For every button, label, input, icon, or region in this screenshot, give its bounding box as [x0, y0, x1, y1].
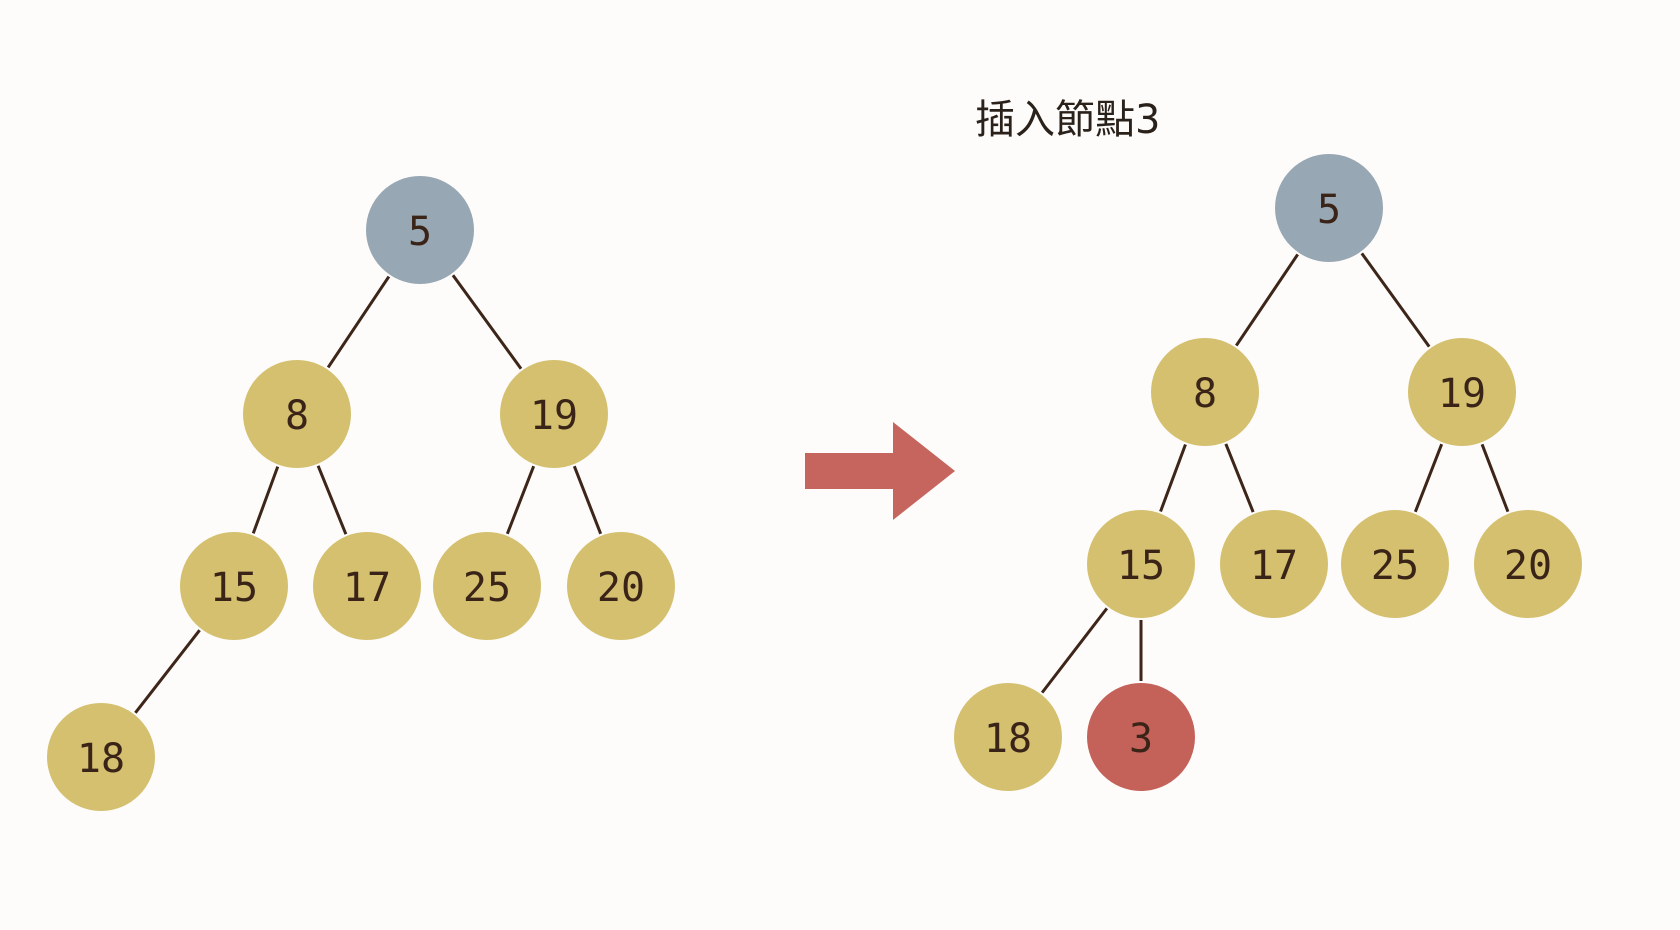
- inserted-node: 3: [1087, 683, 1195, 791]
- tree-edge: [1413, 443, 1444, 513]
- tree-edge: [1224, 443, 1255, 513]
- root-node: 5: [1275, 154, 1383, 262]
- tree-node: 15: [1087, 510, 1195, 618]
- tree-node: 25: [1341, 510, 1449, 618]
- node-circle: [500, 360, 608, 468]
- node-label: 20: [1504, 543, 1552, 589]
- tree-edge: [451, 274, 523, 370]
- node-label: 18: [77, 736, 125, 782]
- tree-edge: [316, 465, 348, 535]
- tree-edge: [1235, 253, 1299, 347]
- root-node: 5: [366, 176, 474, 284]
- node-circle: [1408, 338, 1516, 446]
- insert-caption: 插入節點3: [975, 97, 1160, 143]
- tree-edge: [1360, 252, 1431, 348]
- node-circle: [1341, 510, 1449, 618]
- node-label: 8: [1193, 371, 1217, 417]
- node-label: 20: [597, 565, 645, 611]
- node-label: 5: [1317, 187, 1341, 233]
- tree-node: 25: [433, 532, 541, 640]
- tree-node: 18: [954, 683, 1062, 791]
- node-label: 8: [285, 393, 309, 439]
- tree-node: 8: [243, 360, 351, 468]
- node-circle: [954, 683, 1062, 791]
- node-circle: [1275, 154, 1383, 262]
- node-label: 3: [1129, 716, 1153, 762]
- after-edges: [1040, 252, 1510, 694]
- node-label: 19: [530, 393, 578, 439]
- node-circle: [1087, 510, 1195, 618]
- after-nodes: 5 8 19 15 17 25 20 18 3: [954, 154, 1582, 791]
- node-label: 25: [463, 565, 511, 611]
- before-nodes: 5 8 19 15 17 25 20 18: [47, 176, 675, 811]
- node-circle: [1474, 510, 1582, 618]
- tree-node: 20: [1474, 510, 1582, 618]
- node-circle: [433, 532, 541, 640]
- tree-edge: [1159, 443, 1187, 513]
- node-circle: [567, 532, 675, 640]
- tree-edge: [1040, 607, 1109, 694]
- node-label: 15: [1117, 543, 1165, 589]
- tree-edge: [134, 629, 201, 714]
- tree-node: 19: [1408, 338, 1516, 446]
- before-edges: [134, 274, 603, 714]
- transition-arrow-icon: [805, 422, 955, 520]
- node-label: 19: [1438, 371, 1486, 417]
- node-label: 18: [984, 716, 1032, 762]
- tree-node: 8: [1151, 338, 1259, 446]
- tree-node: 17: [1220, 510, 1328, 618]
- tree-edge: [251, 466, 280, 534]
- node-circle: [1151, 338, 1259, 446]
- tree-node: 20: [567, 532, 675, 640]
- node-circle: [47, 703, 155, 811]
- node-label: 25: [1371, 543, 1419, 589]
- tree-edge: [1480, 443, 1510, 513]
- node-circle: [1087, 683, 1195, 791]
- node-label: 17: [1250, 543, 1298, 589]
- node-circle: [366, 176, 474, 284]
- node-label: 15: [210, 565, 258, 611]
- node-circle: [313, 532, 421, 640]
- node-label: 5: [408, 209, 432, 255]
- tree-edge: [326, 275, 391, 369]
- tree-edge: [505, 465, 536, 535]
- tree-node: 19: [500, 360, 608, 468]
- tree-node: 17: [313, 532, 421, 640]
- tree-node: 18: [47, 703, 155, 811]
- node-label: 17: [343, 565, 391, 611]
- after-tree: 5 8 19 15 17 25 20 18 3: [954, 154, 1582, 791]
- tree-edge: [572, 465, 603, 535]
- node-circle: [180, 532, 288, 640]
- tree-node: 15: [180, 532, 288, 640]
- node-circle: [243, 360, 351, 468]
- before-tree: 5 8 19 15 17 25 20 18: [47, 176, 675, 811]
- node-circle: [1220, 510, 1328, 618]
